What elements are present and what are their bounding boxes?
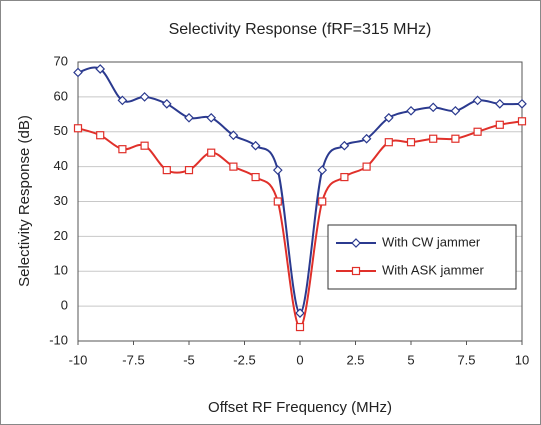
point <box>295 322 305 332</box>
point <box>361 133 372 144</box>
y-tick-label: 20 <box>54 228 68 243</box>
point <box>517 117 527 126</box>
x-tick-label: -5 <box>183 352 195 367</box>
x-tick-label: 2.5 <box>346 352 364 367</box>
point <box>351 266 361 276</box>
x-tick-label: -7.5 <box>122 352 144 367</box>
legend-label: With CW jammer <box>382 234 481 249</box>
point <box>495 120 504 129</box>
point <box>184 166 194 175</box>
x-tick-label: 5 <box>407 352 414 367</box>
point <box>206 112 217 123</box>
point <box>161 99 172 109</box>
point <box>118 145 127 154</box>
y-tick-label: 0 <box>61 298 68 313</box>
point <box>406 105 416 116</box>
point <box>340 172 349 182</box>
point <box>384 138 393 147</box>
x-tick-label: 7.5 <box>457 352 475 367</box>
point <box>139 92 150 102</box>
chart-title: Selectivity Response (fRF=315 MHz) <box>169 21 432 38</box>
legend-label: With ASK jammer <box>382 262 485 277</box>
point <box>73 124 83 133</box>
point <box>339 140 350 151</box>
point <box>251 172 260 182</box>
point <box>273 197 282 206</box>
y-tick-label: 70 <box>54 53 68 68</box>
point <box>351 238 361 248</box>
x-tick-label: 10 <box>515 352 529 367</box>
point <box>472 95 483 106</box>
point <box>117 95 128 106</box>
point <box>95 64 106 74</box>
point <box>317 165 328 175</box>
y-tick-label: -10 <box>49 332 68 347</box>
y-tick-label: 10 <box>54 263 68 278</box>
legend: With CW jammer With ASK jammer <box>327 224 517 290</box>
x-axis-label: Offset RF Frequency (MHz) <box>208 399 392 416</box>
y-tick-label: 30 <box>54 193 68 208</box>
point <box>250 140 261 151</box>
point <box>362 162 371 171</box>
point <box>228 130 239 141</box>
point <box>162 166 171 175</box>
point <box>494 99 505 109</box>
y-tick-label: 40 <box>54 158 68 173</box>
point <box>207 148 216 157</box>
point <box>96 131 105 140</box>
point <box>450 105 461 116</box>
point <box>73 67 83 78</box>
y-tick-label: 60 <box>54 88 68 103</box>
point <box>383 112 394 123</box>
y-tick-label: 50 <box>54 123 68 138</box>
point <box>295 308 305 318</box>
plot-border <box>77 61 523 342</box>
point <box>184 112 194 123</box>
point <box>517 99 527 109</box>
point <box>429 134 438 143</box>
legend-box <box>327 224 517 290</box>
point <box>140 141 149 150</box>
point <box>406 138 416 147</box>
x-tick-label: -2.5 <box>233 352 255 367</box>
point <box>451 134 460 143</box>
point <box>229 162 238 171</box>
point <box>473 127 482 136</box>
x-tick-label: -10 <box>69 352 88 367</box>
x-tick-label: 0 <box>296 352 303 367</box>
point <box>272 165 283 175</box>
point <box>428 102 439 113</box>
point <box>318 197 327 206</box>
y-axis-label: Selectivity Response (dB) <box>16 115 33 287</box>
